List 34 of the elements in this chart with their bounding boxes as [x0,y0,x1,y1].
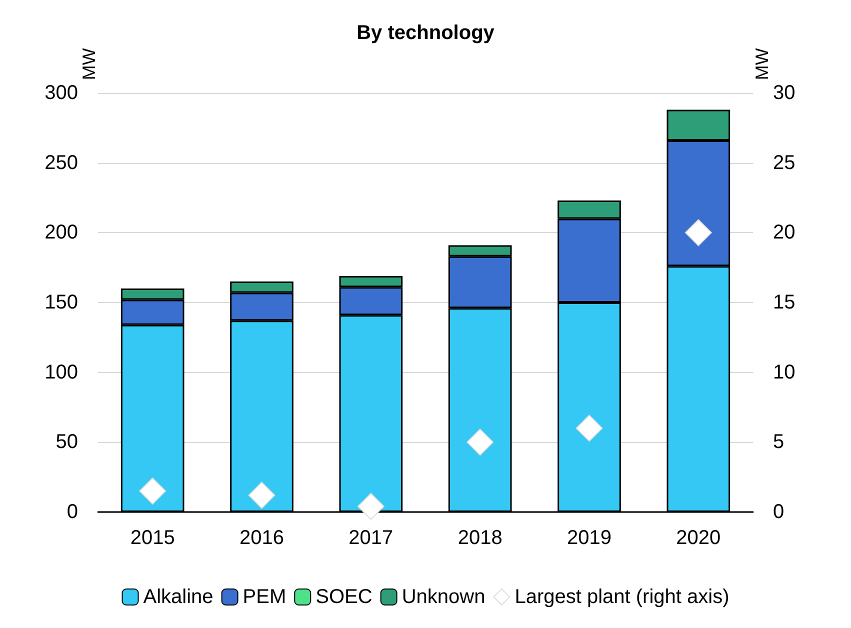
y-tick-label: 200 [44,222,78,244]
chart-title: By technology [356,22,496,44]
y-tick-label: 50 [56,431,78,454]
y-tick-label: 300 [44,82,78,104]
point [466,428,494,456]
y2-tick-label: 30 [773,82,796,104]
x-tick-label: 2017 [348,527,394,549]
x-tick-label: 2018 [458,527,502,549]
x-tick-label: 2019 [567,527,612,549]
y-tick-label: 0 [66,501,78,523]
y2-tick-label: 0 [773,501,784,523]
y2-tick-label: 20 [773,222,796,244]
legend-label: Unknown [402,586,486,608]
y2-tick-label: 5 [773,431,784,454]
x-tick-label: 2015 [130,527,175,549]
point [248,482,276,509]
legend-label: PEM [242,586,286,608]
y-tick-label: 250 [44,152,78,174]
y-tick-label: 150 [44,292,78,314]
legend-label: SOEC [316,586,372,608]
legend-label: Alkaline [143,586,214,608]
y2-tick-label: 25 [773,152,796,174]
y-tick-label: 100 [44,361,78,384]
y2-tick-label: 15 [773,292,796,314]
y-axis-title: MW [79,48,99,80]
point [357,492,384,520]
y2-axis-title: MW [752,48,772,80]
point [576,414,603,442]
x-tick-label: 2020 [676,527,721,549]
point [684,219,712,246]
point [139,478,166,505]
y2-tick-label: 10 [773,361,796,384]
legend-label: Largest plant (right axis) [514,586,730,608]
x-tick-label: 2016 [240,527,284,549]
